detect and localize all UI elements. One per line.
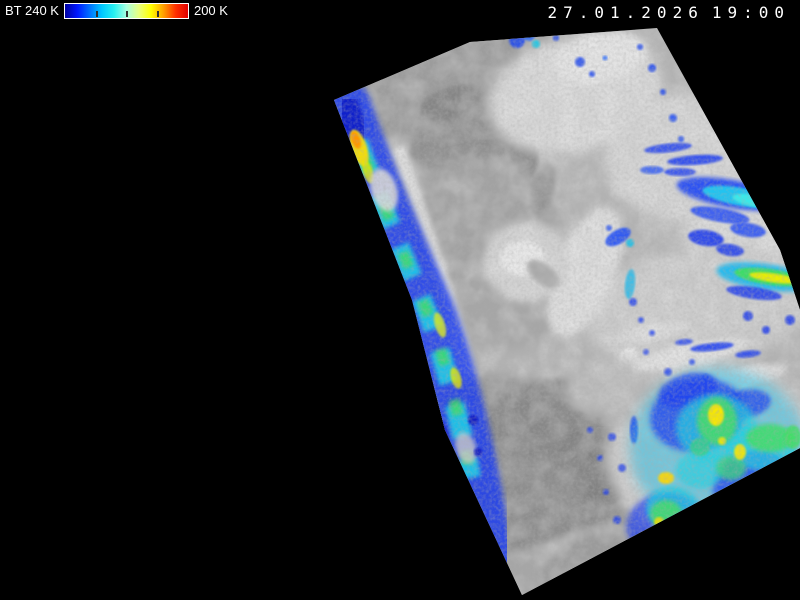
- timestamp-date: 27.01.2026: [547, 3, 704, 22]
- colorbar-tick: [126, 11, 129, 17]
- legend-min-label: BT 240 K: [5, 3, 59, 18]
- timestamp-time: 19:00: [711, 3, 790, 22]
- legend-bar: BT 240 K 200 K: [5, 3, 228, 19]
- colorbar: [63, 3, 189, 19]
- timestamp: 27.01.2026 19:00: [548, 3, 791, 22]
- legend-max-label: 200 K: [193, 3, 228, 18]
- grain-texture-overlay: [334, 28, 800, 595]
- colorbar-tick: [95, 11, 98, 17]
- colorbar-tick: [157, 11, 160, 17]
